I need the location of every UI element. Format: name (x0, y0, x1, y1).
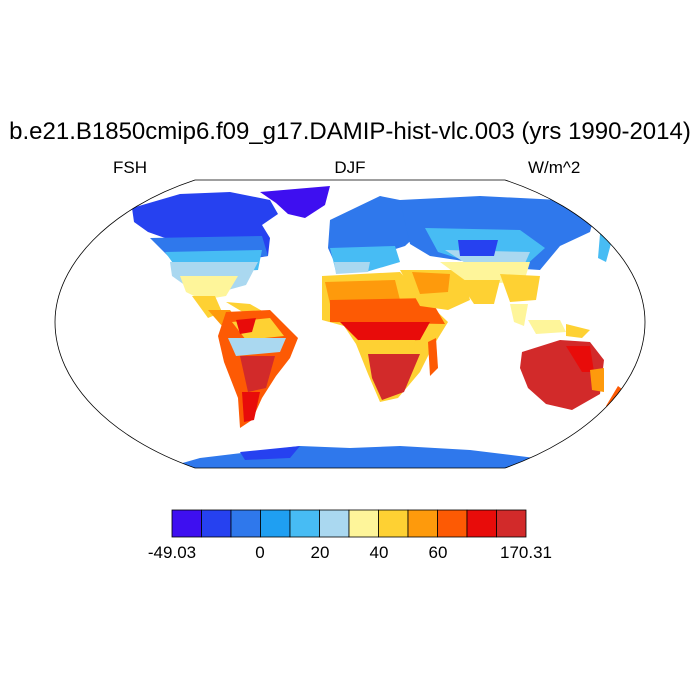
variable-label: FSH (113, 158, 147, 177)
colorbar-tick-label: 60 (428, 543, 448, 562)
colorbar-swatch (171, 509, 202, 538)
colorbar-swatch (466, 509, 497, 538)
region-europe (328, 196, 420, 274)
colorbar-swatch (260, 509, 291, 538)
colorbar-tick-label: 40 (369, 543, 389, 562)
region-australia (520, 340, 604, 410)
colorbar-swatch (289, 509, 320, 538)
colorbar-swatch (348, 509, 379, 538)
region-greenland (260, 186, 330, 218)
colorbar-swatch (407, 509, 438, 538)
colorbar-swatch (230, 509, 261, 538)
colorbar-swatch (437, 509, 468, 538)
colorbar-swatch (496, 509, 527, 538)
region-asia (400, 196, 596, 304)
map-outline (54, 179, 646, 469)
units-label: W/m^2 (528, 158, 581, 177)
colorbar-swatch (378, 509, 409, 538)
colorbar-tick-label: -49.03 (147, 543, 197, 562)
region-south-america (218, 310, 298, 428)
season-label: DJF (334, 158, 366, 177)
colorbar-tick-label: 170.31 (500, 543, 552, 562)
colorbar-tick-label: 0 (255, 543, 265, 562)
region-north-america (132, 192, 278, 326)
region-antarctica (165, 446, 555, 468)
colorbar-tick-label: 20 (310, 543, 330, 562)
colorbar-swatch (319, 509, 350, 538)
region-africa (322, 272, 448, 402)
region-southeast-asia (510, 304, 528, 326)
map-title: b.e21.B1850cmip6.f09_g17.DAMIP-hist-vlc.… (9, 118, 691, 145)
colorbar-swatch (201, 509, 232, 538)
